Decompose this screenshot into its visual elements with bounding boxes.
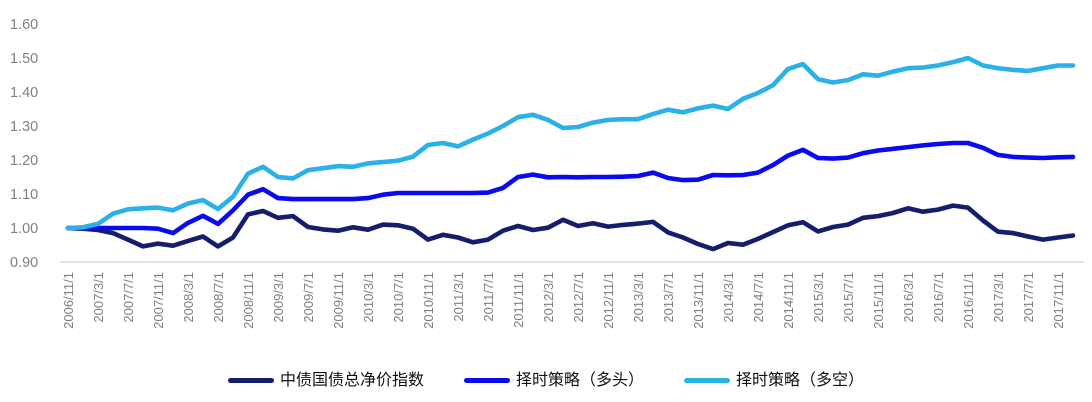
x-axis-tick-label: 2012/11/1: [601, 272, 616, 329]
legend-marker-timing-long: [463, 377, 510, 383]
x-axis-tick-label: 2014/11/1: [781, 272, 796, 329]
x-axis-tick-label: 2009/7/1: [301, 272, 316, 323]
y-axis-tick-label: 1.00: [10, 221, 38, 237]
x-axis-tick-label: 2013/11/1: [691, 272, 706, 329]
legend-marker-bond-index: [227, 377, 274, 383]
x-axis-tick-label: 2017/3/1: [991, 272, 1006, 323]
x-axis-tick-label: 2016/7/1: [931, 272, 946, 323]
legend-marker-timing-longshort: [684, 377, 730, 383]
y-axis-tick-label: 1.60: [10, 17, 38, 33]
y-axis-tick-label: 0.90: [10, 255, 38, 271]
legend-item-timing-longshort: 择时策略（多空）: [684, 372, 864, 388]
x-axis-tick-label: 2015/11/1: [871, 272, 886, 329]
x-axis-tick-label: 2008/7/1: [211, 272, 226, 323]
series-line-0: [65, 203, 1076, 252]
legend-label-timing-longshort: 择时策略（多空）: [736, 370, 865, 389]
y-axis-labels: 0.90 1.00 1.10 1.20 1.30 1.40 1.50 1.60: [10, 17, 38, 271]
x-axis-tick-label: 2008/3/1: [181, 272, 196, 323]
x-axis-tick-label: 2010/3/1: [361, 272, 376, 323]
y-axis-tick-label: 1.40: [10, 85, 38, 101]
x-axis-tick-label: 2013/7/1: [661, 272, 676, 323]
legend-label-bond-index: 中债国债总净价指数: [279, 370, 424, 389]
x-axis-tick-label: 2007/7/1: [121, 272, 136, 323]
x-axis-labels: 2006/11/1 2007/3/1 2007/7/1 2007/11/1 2008/3…: [61, 272, 1066, 329]
x-axis-tick-label: 2017/7/1: [1021, 272, 1036, 323]
legend-label-timing-long: 择时策略（多头）: [515, 370, 644, 389]
x-axis-tick-label: 2014/3/1: [721, 272, 736, 323]
x-axis-tick-label: 2015/7/1: [841, 272, 856, 323]
x-axis-tick-label: 2016/11/1: [961, 272, 976, 329]
x-axis-tick-label: 2011/3/1: [451, 272, 466, 322]
series-line-1: [65, 140, 1076, 236]
series-line-2: [65, 55, 1076, 231]
x-axis-tick-label: 2010/7/1: [391, 272, 406, 323]
x-axis-tick-label: 2006/11/1: [61, 272, 76, 329]
legend: 中债国债总净价指数 择时策略（多头） 择时策略（多空）: [0, 372, 1092, 388]
y-axis-tick-label: 1.30: [10, 119, 38, 135]
x-axis-tick-label: 2011/11/1: [511, 272, 526, 328]
x-axis-tick-label: 2014/7/1: [751, 272, 766, 323]
x-axis-tick-label: 2015/3/1: [811, 272, 826, 323]
y-axis-tick-label: 1.50: [10, 51, 38, 67]
x-axis-tick-label: 2009/11/1: [331, 272, 346, 329]
x-axis-tick-label: 2016/3/1: [901, 272, 916, 323]
x-axis-tick-label: 2008/11/1: [241, 272, 256, 329]
x-axis-tick-label: 2012/3/1: [541, 272, 556, 323]
legend-item-timing-long: 择时策略（多头）: [463, 370, 644, 389]
y-axis-tick-label: 1.10: [10, 187, 38, 203]
legend-item-bond-index: 中债国债总净价指数: [227, 370, 424, 389]
x-axis-tick-label: 2011/7/1: [481, 272, 496, 322]
x-axis-tick-label: 2017/11/1: [1051, 272, 1066, 329]
x-axis-tick-label: 2009/3/1: [271, 272, 286, 323]
y-axis-tick-label: 1.20: [10, 153, 38, 169]
x-axis-tick-label: 2010/11/1: [421, 272, 436, 329]
x-axis-tick-label: 2007/3/1: [91, 272, 106, 323]
x-axis-tick-label: 2013/3/1: [631, 272, 646, 323]
x-axis-tick-label: 2012/7/1: [571, 272, 586, 323]
x-axis-tick-label: 2007/11/1: [151, 272, 166, 329]
